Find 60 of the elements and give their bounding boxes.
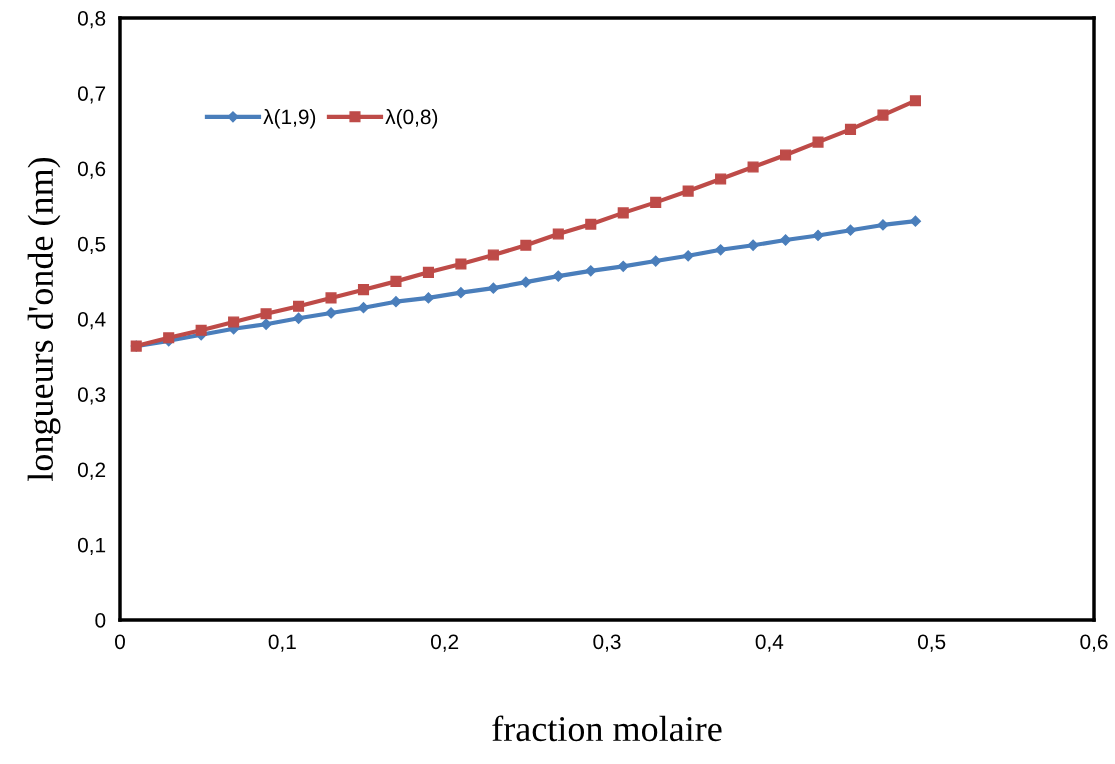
x-tick-label: 0,5 [918,634,946,652]
point [390,275,402,287]
x-tick-label: 0,3 [593,634,621,652]
y-tick-label: 0,5 [77,236,106,254]
point [552,270,564,282]
point [260,308,272,320]
y-axis-title: longueurs d'onde (nm) [27,157,61,481]
point [844,123,857,135]
y-tick-label: 0,2 [77,462,106,480]
point [585,265,597,277]
x-tick-label: 0,6 [1080,634,1108,652]
y-tick-label: 0,6 [77,161,106,179]
point [877,109,889,121]
point [552,228,564,240]
point [195,324,207,336]
point [520,276,532,288]
point [715,244,727,256]
point [812,136,824,148]
y-tick-label: 0 [95,613,106,628]
point [325,292,337,304]
point [487,249,499,261]
point [780,149,792,161]
point [585,218,597,230]
point [747,161,759,173]
point [357,302,370,314]
point [909,95,921,107]
point [293,300,305,312]
y-tick-label: 0,8 [77,11,106,29]
legend-label: λ(0,8) [385,108,438,129]
point [292,312,305,324]
point [260,318,272,330]
point [779,234,792,246]
point [455,258,467,270]
legend-label: λ(1,9) [263,108,316,129]
point [650,196,662,208]
point [682,185,694,197]
y-tick-label: 0,4 [77,312,106,330]
point [812,229,824,242]
point [617,260,629,272]
x-tick-label: 0,1 [268,634,296,652]
point [357,284,370,296]
point [390,296,402,308]
x-tick-label: 0 [115,634,125,650]
point [650,255,662,267]
x-axis-title: fraction molaire [492,715,722,742]
point [747,239,759,251]
point [422,266,434,278]
point [715,173,727,185]
point [228,316,240,328]
point [422,292,435,304]
y-tick-label: 0,3 [77,387,106,405]
point [520,239,532,251]
point [617,207,629,219]
x-tick-label: 0,4 [755,634,784,652]
point [455,287,467,299]
x-tick-label: 0,2 [431,634,459,652]
point [682,250,694,262]
point [877,219,889,231]
y-tick-label: 0,1 [77,537,106,555]
y-tick-label: 0,7 [77,86,106,104]
